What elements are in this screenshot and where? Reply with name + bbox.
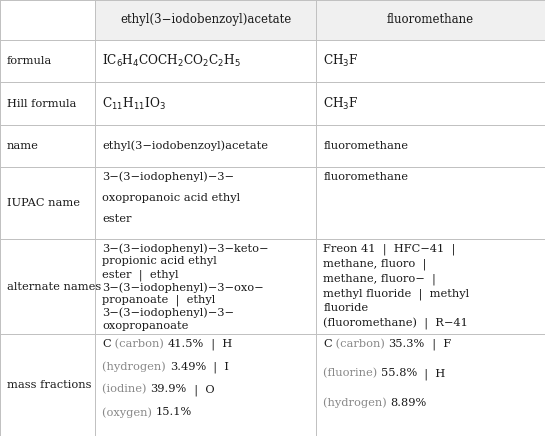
Text: 3−(3−iodophenyl)−3−oxo−: 3−(3−iodophenyl)−3−oxo− xyxy=(102,282,264,293)
Text: fluoromethane: fluoromethane xyxy=(387,14,474,26)
Text: 15.1%: 15.1% xyxy=(156,407,192,417)
Bar xyxy=(0,125,95,167)
Bar xyxy=(95,239,316,334)
Text: (fluorine): (fluorine) xyxy=(323,368,381,378)
Text: methyl fluoride  |  methyl: methyl fluoride | methyl xyxy=(323,288,469,300)
Text: oxopropanoate: oxopropanoate xyxy=(102,321,189,330)
Text: ethyl(3−iodobenzoyl)acetate: ethyl(3−iodobenzoyl)acetate xyxy=(102,141,269,151)
Text: fluoromethane: fluoromethane xyxy=(323,141,408,151)
Bar xyxy=(95,40,316,82)
Text: C$_{11}$H$_{11}$IO$_3$: C$_{11}$H$_{11}$IO$_3$ xyxy=(102,95,166,112)
Text: CH$_3$F: CH$_3$F xyxy=(323,95,359,112)
Text: C: C xyxy=(102,339,111,349)
Text: (carbon): (carbon) xyxy=(111,339,167,349)
Text: CH$_3$F: CH$_3$F xyxy=(323,53,359,69)
Text: name: name xyxy=(7,141,39,151)
Text: propionic acid ethyl: propionic acid ethyl xyxy=(102,256,217,266)
Text: (iodine): (iodine) xyxy=(102,385,150,395)
Bar xyxy=(0,239,95,334)
Bar xyxy=(316,0,545,40)
Text: methane, fluoro  |: methane, fluoro | xyxy=(323,258,427,270)
Text: 35.3%: 35.3% xyxy=(388,339,425,349)
Text: formula: formula xyxy=(7,56,52,66)
Text: |  I: | I xyxy=(206,361,229,373)
Text: 3−(3−iodophenyl)−3−: 3−(3−iodophenyl)−3− xyxy=(102,172,234,182)
Bar xyxy=(0,334,95,436)
Text: oxopropanoic acid ethyl: oxopropanoic acid ethyl xyxy=(102,193,240,203)
Text: methane, fluoro−  |: methane, fluoro− | xyxy=(323,273,436,285)
Text: Hill formula: Hill formula xyxy=(7,99,76,109)
Bar xyxy=(0,82,95,125)
Bar xyxy=(0,167,95,239)
Text: 3−(3−iodophenyl)−3−: 3−(3−iodophenyl)−3− xyxy=(102,308,234,318)
Bar xyxy=(316,239,545,334)
Text: 39.9%: 39.9% xyxy=(150,385,187,395)
Text: fluoromethane: fluoromethane xyxy=(323,172,408,182)
Text: 55.8%: 55.8% xyxy=(381,368,417,378)
Text: alternate names: alternate names xyxy=(7,282,101,292)
Text: ester  |  ethyl: ester | ethyl xyxy=(102,269,179,281)
Text: 3.49%: 3.49% xyxy=(170,361,206,371)
Bar xyxy=(316,40,545,82)
Bar xyxy=(316,125,545,167)
Bar xyxy=(316,167,545,239)
Text: propanoate  |  ethyl: propanoate | ethyl xyxy=(102,295,216,307)
Bar xyxy=(95,0,316,40)
Text: mass fractions: mass fractions xyxy=(7,380,92,390)
Bar xyxy=(95,167,316,239)
Text: |  H: | H xyxy=(204,339,232,350)
Bar xyxy=(316,334,545,436)
Text: fluoride: fluoride xyxy=(323,303,368,313)
Text: (hydrogen): (hydrogen) xyxy=(323,398,391,408)
Bar xyxy=(0,40,95,82)
Text: 3−(3−iodophenyl)−3−keto−: 3−(3−iodophenyl)−3−keto− xyxy=(102,243,269,254)
Text: ester: ester xyxy=(102,214,132,224)
Text: 8.89%: 8.89% xyxy=(391,398,427,408)
Text: IC$_6$H$_4$COCH$_2$CO$_2$C$_2$H$_5$: IC$_6$H$_4$COCH$_2$CO$_2$C$_2$H$_5$ xyxy=(102,53,241,69)
Text: IUPAC name: IUPAC name xyxy=(7,198,80,208)
Bar xyxy=(316,82,545,125)
Text: 41.5%: 41.5% xyxy=(167,339,204,349)
Text: |  H: | H xyxy=(417,368,446,380)
Bar xyxy=(0,0,95,40)
Text: |  O: | O xyxy=(187,385,215,396)
Text: |  F: | F xyxy=(425,339,451,350)
Bar xyxy=(95,334,316,436)
Text: C: C xyxy=(323,339,332,349)
Text: ethyl(3−iodobenzoyl)acetate: ethyl(3−iodobenzoyl)acetate xyxy=(120,14,292,26)
Text: Freon 41  |  HFC−41  |: Freon 41 | HFC−41 | xyxy=(323,243,456,255)
Text: (fluoromethane)  |  R−41: (fluoromethane) | R−41 xyxy=(323,318,468,330)
Text: (oxygen): (oxygen) xyxy=(102,407,156,418)
Bar xyxy=(95,125,316,167)
Text: (hydrogen): (hydrogen) xyxy=(102,361,170,372)
Text: (carbon): (carbon) xyxy=(332,339,388,349)
Bar xyxy=(95,82,316,125)
